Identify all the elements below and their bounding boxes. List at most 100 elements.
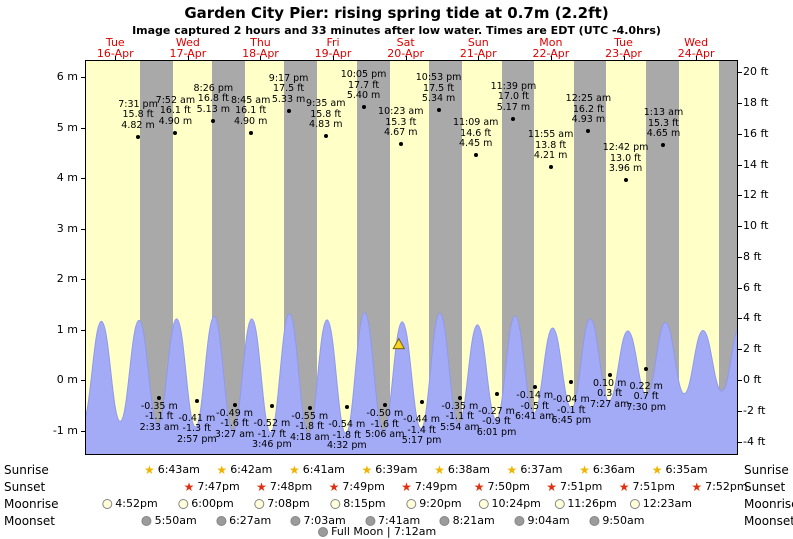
day-tick <box>696 56 698 60</box>
almanac-entry: ★ 7:47pm <box>183 480 240 494</box>
y-axis-label-right: 0 ft <box>743 373 762 386</box>
almanac-entry: ★ 6:41am <box>288 463 345 477</box>
low-tide-label: -0.49 m -1.6 ft 3:27 am <box>214 407 255 440</box>
almanac-entry: 9:50am <box>589 513 645 529</box>
day-label-22-Apr: Mon 22-Apr <box>532 36 570 60</box>
y-tick-right <box>738 133 742 135</box>
tide-plot <box>85 60 738 455</box>
high-tide-dot <box>473 153 478 158</box>
low-tide-dot <box>232 402 237 407</box>
low-tide-dot <box>607 372 612 377</box>
y-axis-label-left: 0 m <box>56 373 78 386</box>
low-tide-dot <box>194 398 199 403</box>
low-tide-label: -0.04 m -0.1 ft 6:45 pm <box>551 394 592 427</box>
day-tick <box>478 56 480 60</box>
y-tick-left <box>81 329 85 331</box>
y-axis-label-right: -2 ft <box>743 403 766 417</box>
y-axis-label-right: 10 ft <box>743 219 769 233</box>
day-label-23-Apr: Tue 23-Apr <box>605 36 642 60</box>
high-tide-label: 11:09 am 14.6 ft 4.45 m <box>452 117 499 150</box>
y-tick-right <box>738 287 742 289</box>
y-axis-label-right: 20 ft <box>743 65 769 79</box>
sunset-icon: ★ <box>256 480 267 494</box>
high-tide-label: 10:05 pm 17.7 ft 5.40 m <box>340 69 387 102</box>
y-tick-left <box>81 380 85 381</box>
almanac-entry: 7:08pm <box>254 496 310 512</box>
day-label-16-Apr: Tue 16-Apr <box>96 36 134 60</box>
low-tide-dot <box>419 400 424 405</box>
day-label-24-Apr: Wed 24-Apr <box>677 36 715 60</box>
almanac-entry: ★ 6:42am <box>216 463 273 477</box>
moonrise-icon <box>406 499 417 509</box>
low-tide-label: -0.55 m -1.8 ft 4:18 am <box>290 410 330 443</box>
sunrise-icon: ★ <box>288 463 300 477</box>
high-tide-label: 12:42 pm 13.0 ft 3.96 m <box>602 142 649 175</box>
y-axis-label-left: 3 m <box>56 221 78 235</box>
low-tide-dot <box>382 403 387 408</box>
y-tick-left <box>81 127 85 129</box>
day-tick <box>623 56 625 60</box>
sunset-icon: ★ <box>183 480 195 494</box>
low-tide-label: -0.44 m -1.4 ft 5:17 pm <box>401 414 442 447</box>
y-tick-left <box>81 178 85 179</box>
y-tick-right <box>738 164 742 166</box>
y-axis-label-right: 8 ft <box>743 249 762 263</box>
y-axis-label-right: 6 ft <box>743 280 762 294</box>
almanac-entry: 11:26pm <box>554 496 617 512</box>
high-tide-dot <box>248 130 253 135</box>
almanac-entry: 8:21am <box>439 513 495 529</box>
low-tide-label: -0.54 m -1.8 ft 4:32 pm <box>326 419 367 452</box>
sunrise-icon: ★ <box>143 463 155 477</box>
high-tide-dot <box>511 116 516 121</box>
y-tick-right <box>738 72 742 74</box>
sunrise-icon: ★ <box>506 463 518 477</box>
almanac-row-label-left: Moonset <box>4 514 55 528</box>
low-tide-label: -0.35 m -1.1 ft 2:33 am <box>139 400 180 433</box>
low-tide-label: 0.22 m 0.7 ft 7:30 pm <box>626 380 667 413</box>
sunset-icon: ★ <box>691 480 703 494</box>
almanac-entry: 9:20pm <box>406 496 462 512</box>
high-tide-label: 11:55 am 13.8 ft 4.21 m <box>527 129 574 162</box>
almanac-entry: 7:03am <box>290 513 346 529</box>
almanac-entry: ★ 7:52pm <box>691 480 748 494</box>
high-tide-dot <box>661 143 666 148</box>
day-tick <box>405 56 407 60</box>
y-tick-right <box>738 102 742 104</box>
almanac-entry: 4:52pm <box>102 496 158 512</box>
almanac-row-label-right: Sunrise <box>744 463 789 477</box>
y-tick-right <box>738 318 742 320</box>
sunrise-icon: ★ <box>361 463 373 477</box>
moonrise-icon <box>629 499 640 509</box>
y-axis-label-left: 5 m <box>56 120 78 134</box>
almanac-entry: ★ 7:51pm <box>546 480 603 494</box>
moonset-icon <box>589 516 600 526</box>
almanac-row-label-left: Moonrise <box>4 497 59 511</box>
sunset-icon: ★ <box>473 480 485 494</box>
sunrise-icon: ★ <box>651 463 663 477</box>
day-tick <box>187 56 189 60</box>
high-tide-dot <box>211 118 216 123</box>
sunset-icon: ★ <box>618 480 630 494</box>
low-tide-label: -0.50 m -1.6 ft 5:06 am <box>365 408 405 441</box>
moonrise-icon <box>102 499 113 509</box>
low-tide-dot <box>532 385 537 390</box>
almanac-entry: ★ 6:38am <box>434 463 490 477</box>
almanac-entry: 6:27am <box>216 513 271 529</box>
y-tick-right <box>738 380 742 381</box>
almanac-row-label-right: Sunset <box>744 480 786 494</box>
low-tide-dot <box>569 380 574 385</box>
day-label-19-Apr: Fri 19-Apr <box>314 36 352 60</box>
low-tide-label: -0.35 m -1.1 ft 5:54 am <box>440 400 480 433</box>
y-axis-label-left: 4 m <box>56 171 78 184</box>
y-tick-left <box>81 279 85 280</box>
moonrise-icon <box>330 499 341 509</box>
almanac-entry: ★ 7:48pm <box>256 480 313 494</box>
day-label-18-Apr: Thu 18-Apr <box>242 36 279 60</box>
y-axis-label-right: 14 ft <box>743 157 769 171</box>
moonset-icon <box>365 516 376 526</box>
y-axis-label-right: -4 ft <box>743 434 766 448</box>
almanac-row-label-right: Moonset <box>744 514 793 528</box>
almanac-entry: 6:00pm <box>178 496 234 512</box>
high-tide-dot <box>623 178 628 183</box>
y-tick-left <box>81 77 85 78</box>
